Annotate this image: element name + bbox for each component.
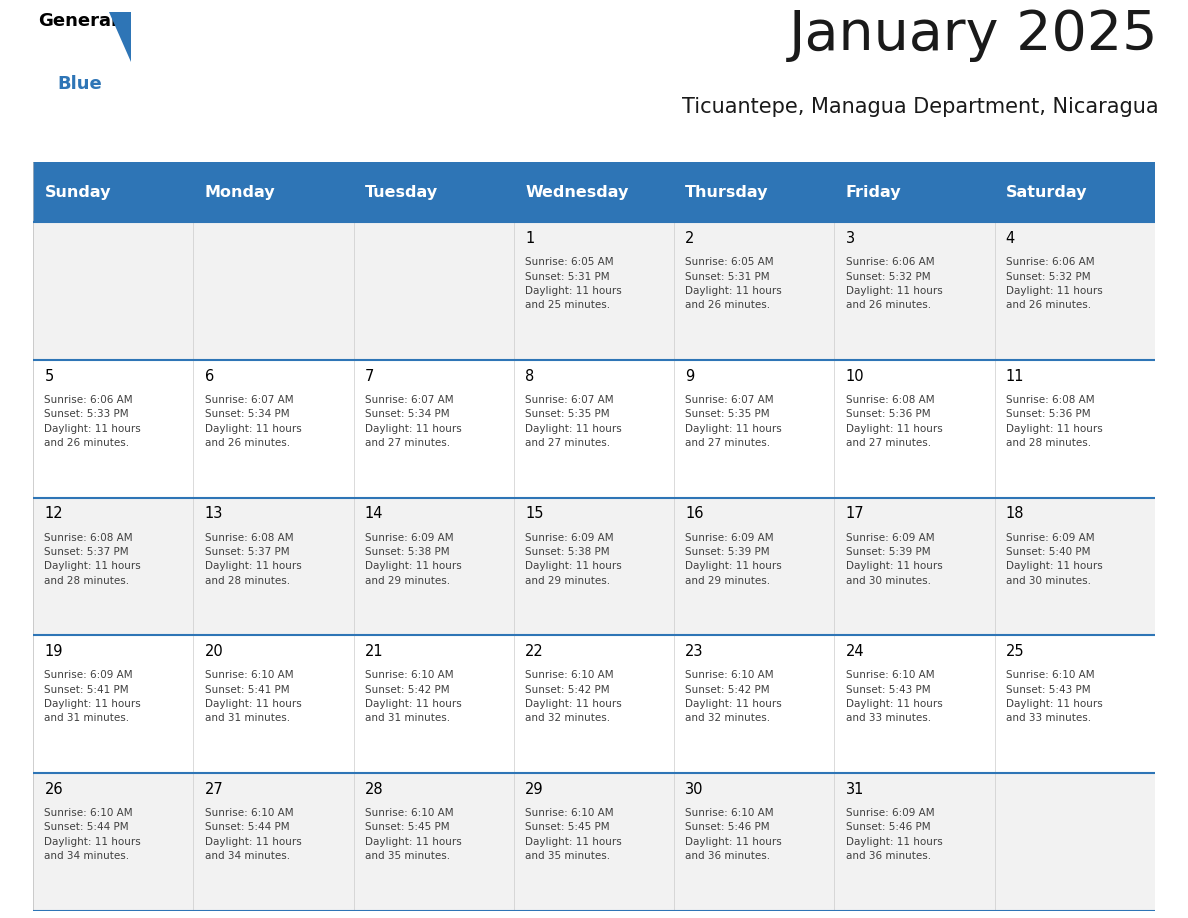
Bar (194, 162, 354, 222)
Text: 29: 29 (525, 782, 544, 797)
Text: 31: 31 (846, 782, 864, 797)
Text: 1: 1 (525, 231, 535, 246)
Text: 23: 23 (685, 644, 703, 659)
Text: 15: 15 (525, 507, 544, 521)
Text: 17: 17 (846, 507, 864, 521)
Text: Sunrise: 6:05 AM
Sunset: 5:31 PM
Daylight: 11 hours
and 25 minutes.: Sunrise: 6:05 AM Sunset: 5:31 PM Dayligh… (525, 257, 621, 310)
Text: 19: 19 (44, 644, 63, 659)
Text: 13: 13 (204, 507, 223, 521)
Text: Sunrise: 6:06 AM
Sunset: 5:33 PM
Daylight: 11 hours
and 26 minutes.: Sunrise: 6:06 AM Sunset: 5:33 PM Dayligh… (44, 395, 141, 448)
Text: Friday: Friday (846, 185, 902, 200)
Text: 16: 16 (685, 507, 703, 521)
Text: 27: 27 (204, 782, 223, 797)
Text: 22: 22 (525, 644, 544, 659)
Bar (33, 162, 194, 222)
Text: Sunrise: 6:10 AM
Sunset: 5:43 PM
Daylight: 11 hours
and 33 minutes.: Sunrise: 6:10 AM Sunset: 5:43 PM Dayligh… (846, 670, 942, 723)
Bar (514, 162, 674, 222)
Text: 8: 8 (525, 369, 535, 384)
Text: Sunrise: 6:07 AM
Sunset: 5:34 PM
Daylight: 11 hours
and 27 minutes.: Sunrise: 6:07 AM Sunset: 5:34 PM Dayligh… (365, 395, 462, 448)
Text: Sunrise: 6:06 AM
Sunset: 5:32 PM
Daylight: 11 hours
and 26 minutes.: Sunrise: 6:06 AM Sunset: 5:32 PM Dayligh… (1006, 257, 1102, 310)
Bar (33, 635, 1155, 773)
Text: Sunrise: 6:09 AM
Sunset: 5:41 PM
Daylight: 11 hours
and 31 minutes.: Sunrise: 6:09 AM Sunset: 5:41 PM Dayligh… (44, 670, 141, 723)
Text: Saturday: Saturday (1006, 185, 1087, 200)
Text: Sunrise: 6:07 AM
Sunset: 5:34 PM
Daylight: 11 hours
and 26 minutes.: Sunrise: 6:07 AM Sunset: 5:34 PM Dayligh… (204, 395, 302, 448)
Text: 2: 2 (685, 231, 695, 246)
Text: Tuesday: Tuesday (365, 185, 438, 200)
Text: 21: 21 (365, 644, 384, 659)
Text: Sunrise: 6:10 AM
Sunset: 5:46 PM
Daylight: 11 hours
and 36 minutes.: Sunrise: 6:10 AM Sunset: 5:46 PM Dayligh… (685, 808, 782, 861)
Text: Sunrise: 6:09 AM
Sunset: 5:46 PM
Daylight: 11 hours
and 36 minutes.: Sunrise: 6:09 AM Sunset: 5:46 PM Dayligh… (846, 808, 942, 861)
Text: 25: 25 (1006, 644, 1024, 659)
Text: Sunrise: 6:07 AM
Sunset: 5:35 PM
Daylight: 11 hours
and 27 minutes.: Sunrise: 6:07 AM Sunset: 5:35 PM Dayligh… (685, 395, 782, 448)
Text: Sunrise: 6:10 AM
Sunset: 5:45 PM
Daylight: 11 hours
and 35 minutes.: Sunrise: 6:10 AM Sunset: 5:45 PM Dayligh… (525, 808, 621, 861)
Text: Sunrise: 6:07 AM
Sunset: 5:35 PM
Daylight: 11 hours
and 27 minutes.: Sunrise: 6:07 AM Sunset: 5:35 PM Dayligh… (525, 395, 621, 448)
Text: Blue: Blue (57, 75, 102, 93)
Text: 11: 11 (1006, 369, 1024, 384)
Text: 28: 28 (365, 782, 384, 797)
Bar (33, 773, 1155, 911)
Text: Sunrise: 6:10 AM
Sunset: 5:42 PM
Daylight: 11 hours
and 31 minutes.: Sunrise: 6:10 AM Sunset: 5:42 PM Dayligh… (365, 670, 462, 723)
Text: 7: 7 (365, 369, 374, 384)
Text: Sunrise: 6:10 AM
Sunset: 5:42 PM
Daylight: 11 hours
and 32 minutes.: Sunrise: 6:10 AM Sunset: 5:42 PM Dayligh… (525, 670, 621, 723)
Bar (33, 360, 1155, 498)
Text: Sunrise: 6:08 AM
Sunset: 5:36 PM
Daylight: 11 hours
and 27 minutes.: Sunrise: 6:08 AM Sunset: 5:36 PM Dayligh… (846, 395, 942, 448)
Text: Sunrise: 6:09 AM
Sunset: 5:39 PM
Daylight: 11 hours
and 29 minutes.: Sunrise: 6:09 AM Sunset: 5:39 PM Dayligh… (685, 532, 782, 586)
Text: Sunrise: 6:09 AM
Sunset: 5:40 PM
Daylight: 11 hours
and 30 minutes.: Sunrise: 6:09 AM Sunset: 5:40 PM Dayligh… (1006, 532, 1102, 586)
Text: 26: 26 (44, 782, 63, 797)
Text: Sunrise: 6:10 AM
Sunset: 5:44 PM
Daylight: 11 hours
and 34 minutes.: Sunrise: 6:10 AM Sunset: 5:44 PM Dayligh… (204, 808, 302, 861)
Text: 30: 30 (685, 782, 703, 797)
Text: Sunrise: 6:06 AM
Sunset: 5:32 PM
Daylight: 11 hours
and 26 minutes.: Sunrise: 6:06 AM Sunset: 5:32 PM Dayligh… (846, 257, 942, 310)
Text: 10: 10 (846, 369, 864, 384)
Bar (994, 162, 1155, 222)
Bar (33, 222, 1155, 360)
Text: Sunrise: 6:10 AM
Sunset: 5:43 PM
Daylight: 11 hours
and 33 minutes.: Sunrise: 6:10 AM Sunset: 5:43 PM Dayligh… (1006, 670, 1102, 723)
Text: 14: 14 (365, 507, 384, 521)
Bar (354, 162, 514, 222)
Polygon shape (109, 13, 131, 62)
Text: Sunrise: 6:08 AM
Sunset: 5:37 PM
Daylight: 11 hours
and 28 minutes.: Sunrise: 6:08 AM Sunset: 5:37 PM Dayligh… (204, 532, 302, 586)
Text: Sunrise: 6:08 AM
Sunset: 5:37 PM
Daylight: 11 hours
and 28 minutes.: Sunrise: 6:08 AM Sunset: 5:37 PM Dayligh… (44, 532, 141, 586)
Text: Sunrise: 6:10 AM
Sunset: 5:44 PM
Daylight: 11 hours
and 34 minutes.: Sunrise: 6:10 AM Sunset: 5:44 PM Dayligh… (44, 808, 141, 861)
Text: January 2025: January 2025 (789, 7, 1158, 62)
Bar (33, 498, 1155, 635)
Text: Sunrise: 6:05 AM
Sunset: 5:31 PM
Daylight: 11 hours
and 26 minutes.: Sunrise: 6:05 AM Sunset: 5:31 PM Dayligh… (685, 257, 782, 310)
Text: General: General (38, 13, 118, 30)
Text: 4: 4 (1006, 231, 1015, 246)
Bar (834, 162, 994, 222)
Text: Sunrise: 6:08 AM
Sunset: 5:36 PM
Daylight: 11 hours
and 28 minutes.: Sunrise: 6:08 AM Sunset: 5:36 PM Dayligh… (1006, 395, 1102, 448)
Text: 12: 12 (44, 507, 63, 521)
Text: 18: 18 (1006, 507, 1024, 521)
Text: Monday: Monday (204, 185, 276, 200)
Text: Sunday: Sunday (44, 185, 110, 200)
Text: Ticuantepe, Managua Department, Nicaragua: Ticuantepe, Managua Department, Nicaragu… (682, 96, 1158, 117)
Text: Sunrise: 6:09 AM
Sunset: 5:39 PM
Daylight: 11 hours
and 30 minutes.: Sunrise: 6:09 AM Sunset: 5:39 PM Dayligh… (846, 532, 942, 586)
Bar (674, 162, 834, 222)
Text: 20: 20 (204, 644, 223, 659)
Text: Sunrise: 6:10 AM
Sunset: 5:45 PM
Daylight: 11 hours
and 35 minutes.: Sunrise: 6:10 AM Sunset: 5:45 PM Dayligh… (365, 808, 462, 861)
Text: 6: 6 (204, 369, 214, 384)
Text: Thursday: Thursday (685, 185, 769, 200)
Text: Sunrise: 6:09 AM
Sunset: 5:38 PM
Daylight: 11 hours
and 29 minutes.: Sunrise: 6:09 AM Sunset: 5:38 PM Dayligh… (525, 532, 621, 586)
Text: 5: 5 (44, 369, 53, 384)
Text: Sunrise: 6:10 AM
Sunset: 5:41 PM
Daylight: 11 hours
and 31 minutes.: Sunrise: 6:10 AM Sunset: 5:41 PM Dayligh… (204, 670, 302, 723)
Text: Sunrise: 6:10 AM
Sunset: 5:42 PM
Daylight: 11 hours
and 32 minutes.: Sunrise: 6:10 AM Sunset: 5:42 PM Dayligh… (685, 670, 782, 723)
Text: Sunrise: 6:09 AM
Sunset: 5:38 PM
Daylight: 11 hours
and 29 minutes.: Sunrise: 6:09 AM Sunset: 5:38 PM Dayligh… (365, 532, 462, 586)
Text: 24: 24 (846, 644, 864, 659)
Text: Wednesday: Wednesday (525, 185, 628, 200)
Text: 3: 3 (846, 231, 854, 246)
Text: 9: 9 (685, 369, 695, 384)
